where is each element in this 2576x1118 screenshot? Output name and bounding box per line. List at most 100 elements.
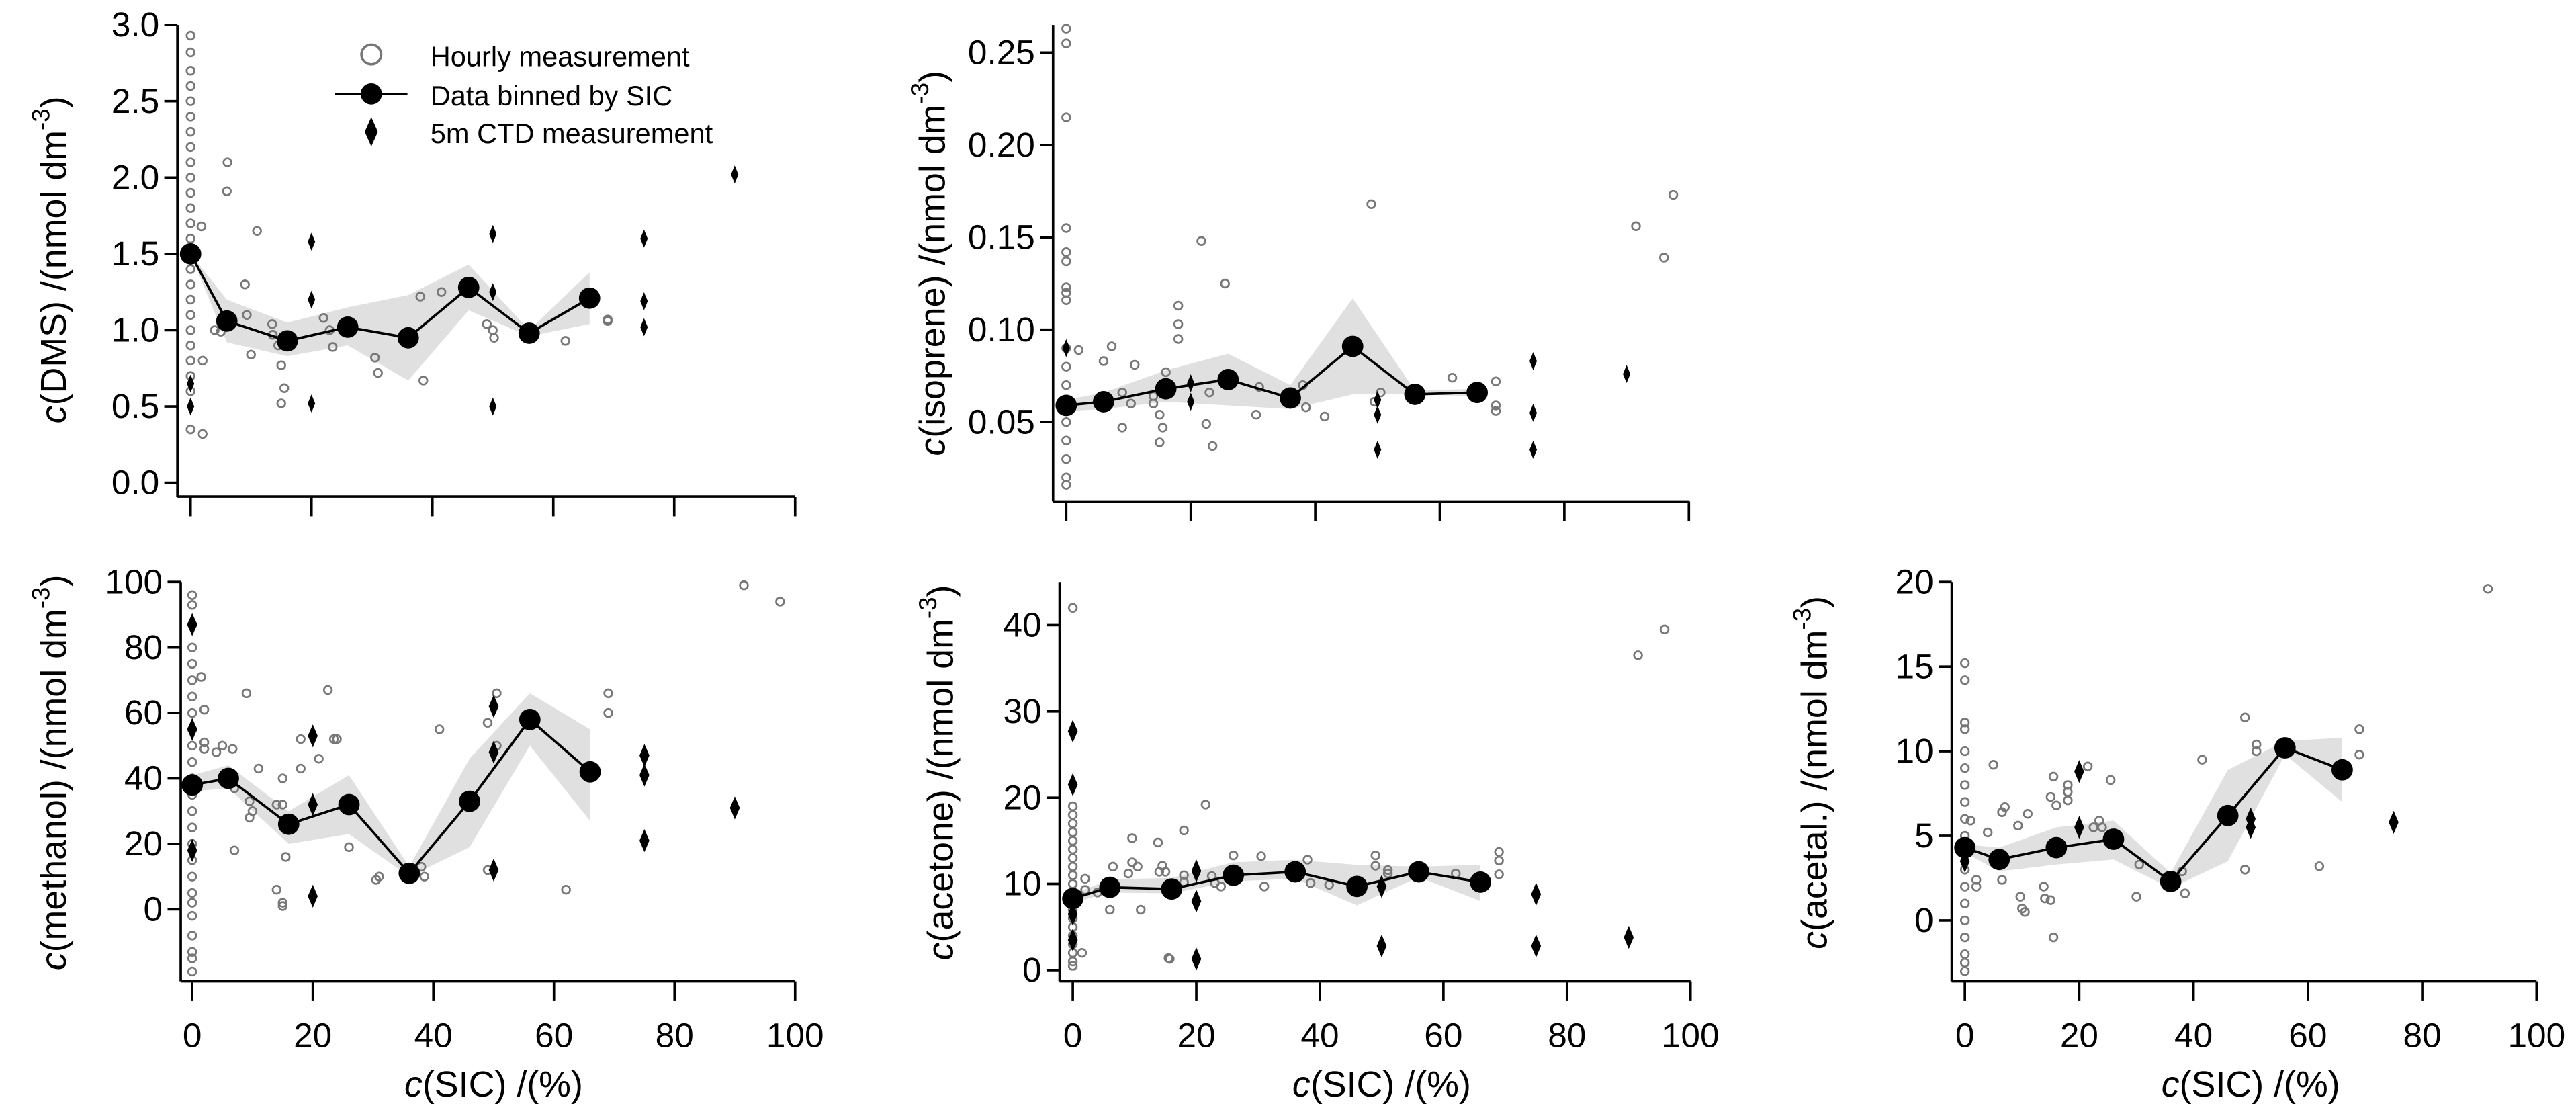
ctd-point [489, 283, 497, 302]
hourly-point [1204, 387, 1214, 398]
ctd-point [308, 724, 318, 748]
hourly-point [1491, 406, 1501, 416]
ctd-point [1376, 934, 1387, 958]
binned-point [1284, 861, 1306, 883]
y-tick-label: 10 [1003, 865, 1041, 903]
hourly-point [2354, 749, 2364, 760]
binned-point [2102, 828, 2125, 850]
binned-point [338, 793, 360, 816]
hourly-point [437, 287, 447, 297]
hourly-point [1959, 814, 1970, 824]
y-label-italic: c [1795, 931, 1835, 949]
x-tick-label: 0 [183, 1016, 202, 1054]
x-label-italic: c [2162, 1064, 2180, 1105]
hourly-point [332, 734, 342, 744]
ctd-point [187, 838, 197, 862]
hourly-point [1061, 38, 1071, 48]
x-tick-label: 0 [1063, 1016, 1083, 1054]
hourly-point [1155, 409, 1165, 420]
hourly-point [1173, 300, 1184, 311]
ctd-point [1529, 352, 1538, 370]
hourly-point [185, 355, 195, 366]
ctd-point [640, 292, 648, 310]
hourly-point [1494, 855, 1504, 866]
y-label-italic: c [912, 438, 952, 456]
hourly-point [1067, 827, 1078, 837]
hourly-point [185, 96, 195, 106]
x-tick-label: 100 [2507, 1016, 2565, 1054]
hourly-point [1959, 882, 1970, 892]
hourly-point [1302, 855, 1313, 865]
y-label-close: ) [1795, 596, 1835, 608]
hourly-point [1305, 878, 1316, 888]
x-label-italic: c [404, 1064, 423, 1105]
hourly-point [1067, 836, 1078, 846]
hourly-point [1491, 376, 1501, 386]
hourly-point [1067, 818, 1078, 828]
hourly-point [1179, 825, 1189, 836]
hourly-point [1631, 221, 1641, 231]
hourly-point [1098, 356, 1109, 366]
hourly-point [1997, 875, 2007, 885]
binned-point [1346, 875, 1368, 898]
hourly-point [2252, 746, 2262, 757]
binned-point [459, 790, 480, 812]
binned-uncertainty-band [1965, 737, 2342, 889]
hourly-point [2197, 755, 2207, 765]
hourly-point [415, 292, 425, 302]
hourly-point [1080, 873, 1090, 884]
hourly-point [1067, 870, 1078, 880]
binned-uncertainty-band [1073, 859, 1481, 906]
hourly-point [1123, 868, 1134, 879]
x-tick-label: 40 [414, 1016, 453, 1054]
ctd-point [640, 318, 648, 337]
hourly-point [1659, 624, 1670, 635]
ctd-point [187, 374, 195, 393]
hourly-point [2048, 771, 2059, 782]
binned-point [2217, 804, 2239, 826]
ctd-point [1067, 720, 1078, 743]
hourly-point [1207, 441, 1218, 452]
hourly-point [1173, 334, 1184, 344]
hourly-point [1067, 956, 1078, 967]
hourly-point [1061, 223, 1071, 233]
hourly-point [185, 157, 195, 167]
hourly-point [210, 325, 220, 335]
hourly-point [603, 707, 613, 718]
y-tick-label: 0 [1914, 901, 1934, 939]
x-tick-label: 80 [2403, 1016, 2442, 1054]
hourly-point [187, 600, 197, 610]
ctd-point [1374, 440, 1382, 459]
hourly-point [1061, 417, 1071, 427]
hourly-point [328, 342, 338, 352]
hourly-point [277, 901, 288, 911]
hourly-point [1259, 882, 1270, 892]
y-tick-label: 80 [124, 628, 163, 666]
hourly-point [217, 740, 228, 751]
hourly-point [199, 737, 210, 748]
hourly-point [296, 763, 306, 774]
ctd-point [2389, 810, 2399, 834]
hourly-point [1161, 367, 1171, 378]
hourly-point [185, 325, 195, 335]
y-label-superscript: -3 [906, 83, 934, 105]
x-label-italic: c [1292, 1064, 1311, 1105]
hourly-point [370, 353, 380, 363]
ctd-point [1623, 365, 1631, 384]
hourly-point [1136, 904, 1146, 915]
y-label-superscript: -3 [914, 597, 942, 619]
y-tick-label: 60 [124, 693, 163, 732]
hourly-point [197, 429, 208, 439]
binned-line [191, 718, 591, 875]
binned-point [1466, 382, 1489, 404]
hourly-point [187, 707, 197, 718]
hourly-point [187, 740, 197, 751]
hourly-point [185, 30, 195, 41]
y-label-close: ) [912, 71, 952, 83]
hourly-point [1216, 882, 1227, 892]
x-axis-label: c(SIC) /(%) [2162, 1064, 2340, 1105]
x-tick-label: 60 [535, 1016, 573, 1054]
hourly-point [185, 126, 195, 137]
ctd-point [640, 229, 648, 248]
y-tick-label: 0.5 [112, 387, 159, 425]
